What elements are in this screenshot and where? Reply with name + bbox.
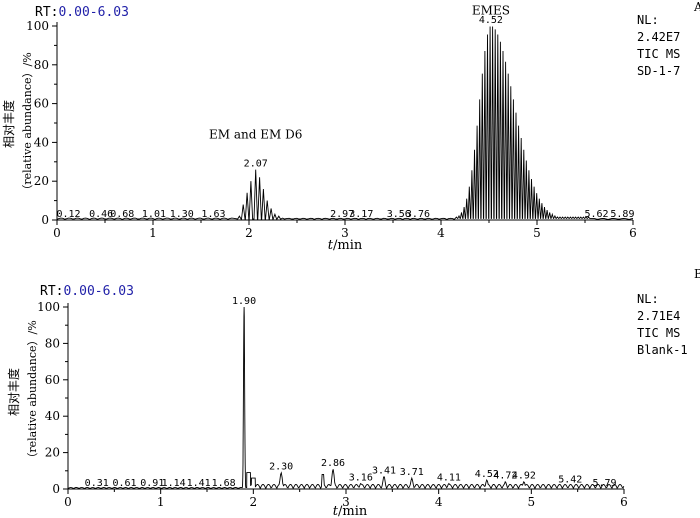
panel-b-y-tick-label: 0 [52,482,60,496]
panel-b-ylabel-line1: 相对丰度 [6,368,21,416]
panel-b-baseline-label: 1.14 [162,478,186,489]
panel-a-peak-label: 4.52 [479,15,503,26]
panel-a-xlabel-unit: /min [333,238,363,253]
panel-b-peak-label: 4.72 [493,471,517,482]
panel-a-baseline-label: 2.97 [330,209,354,220]
panel-b-info-box: NL: 2.71E4 TIC MS Blank-1 [637,292,688,357]
panel-b-x-tick-label: 3 [342,495,350,509]
panel-a-baseline-label: 1.30 [170,209,194,220]
panel-b-rt-range: 0.00-6.03 [63,284,133,299]
panel-a-info-box: NL: 2.42E7 TIC MS SD-1-7 [637,13,680,78]
panel-b-info-value: 2.71E4 [637,309,680,323]
panel-b-x-tick-label: 2 [250,495,258,509]
panel-a-annotation: EMES [472,3,510,17]
panel-b-peak-label: 4.11 [437,473,461,484]
panel-a-baseline-label: 3.76 [406,209,430,220]
panel-a-y-tick-label: 20 [34,174,49,188]
panel-b-x-tick-label: 5 [528,495,536,509]
panel-b-x-tick-label: 0 [64,495,72,509]
panel-a-baseline-label: 0.68 [110,209,134,220]
panel-a-chart: A RT:0.00-6.03 NL: 2.42E7 TIC MS SD-1-7 … [1,0,700,253]
panel-b-peak-label: 3.71 [400,467,424,478]
panel-b-peak-label: 3.41 [372,465,396,476]
panel-b-x-tick-label: 6 [620,495,628,509]
panel-b-baseline-label: 0.91 [140,478,164,489]
panel-a-y-tick-label: 60 [34,97,49,111]
panel-a-info-sample: SD-1-7 [637,64,680,78]
panel-a-label: A [693,0,700,14]
panel-a-rt-range: 0.00-6.03 [58,5,128,20]
panel-b-chart: B RT:0.00-6.03 NL: 2.71E4 TIC MS Blank-1… [6,267,700,518]
panel-b-ylabel-line2: （relative abundance）/% [26,320,39,463]
panel-a-ylabel-line2: （relative abundance）/% [21,52,34,195]
panel-a-x-tick-label: 1 [149,226,157,240]
panel-a-baseline-label: 5.89 [610,209,634,220]
panel-a-baseline-label: 0.46 [89,209,113,220]
panel-b-peak-label: 3.16 [349,473,373,484]
panel-a-info-nl: NL: [637,13,659,27]
panel-a-peak-label: 2.07 [244,159,268,170]
panel-a-baseline-label: 3.17 [349,209,373,220]
panel-a-tic-trace [56,26,634,221]
panel-b-x-tick-label: 4 [435,495,443,509]
panel-b-info-sample: Blank-1 [637,343,688,357]
panel-a-baseline-label: 1.63 [201,209,225,220]
panel-b-y-tick-label: 80 [45,336,60,350]
panel-b-info-mode: TIC MS [637,326,680,340]
panel-b-peak-label: 1.90 [232,296,256,307]
panel-a-rt-label: RT:0.00-6.03 [35,5,129,20]
panel-b-baseline-label: 0.61 [112,478,136,489]
panel-a-x-tick-label: 5 [533,226,541,240]
panel-a-x-tick-label: 2 [245,226,253,240]
panel-b-y-tick-label: 100 [37,300,60,314]
panel-a-x-tick-label: 0 [53,226,61,240]
panel-b-xlabel-italic: t [333,504,339,518]
panel-a-info-mode: TIC MS [637,47,680,61]
panel-b-baseline-label: 0.31 [85,478,109,489]
panel-b-y-tick-label: 60 [45,373,60,387]
panel-a-y-tick-label: 80 [34,58,49,72]
panel-a-y-axis-label: 相对丰度 （relative abundance）/% [1,52,34,195]
panel-a-baseline-label: 1.01 [142,209,166,220]
panel-b-peak-label: 2.86 [321,458,345,469]
panel-b-baseline-label: 1.41 [187,478,211,489]
panel-a-baseline-label: 5.62 [584,209,608,220]
panel-a-y-tick-label: 40 [34,135,49,149]
panel-b-baseline-label: 1.68 [212,478,236,489]
panel-b-xlabel-unit: /min [338,504,368,518]
panel-a-x-axis-label: t/min [328,238,363,253]
panel-b-peak-label: 4.92 [512,471,536,482]
panel-b-y-tick-label: 40 [45,409,60,423]
panel-a-annotation: EM and EM D6 [209,128,302,142]
panel-a-y-tick-label: 100 [26,19,49,33]
panel-a-baseline-label: 3.56 [387,209,411,220]
panel-b-rt-prefix: RT: [40,284,63,299]
panel-b-x-tick-label: 1 [157,495,165,509]
panel-b-y-tick-label: 20 [45,446,60,460]
panel-a-x-tick-label: 4 [437,226,445,240]
panel-a-ylabel-line1: 相对丰度 [1,100,16,148]
panel-a-x-tick-label: 6 [629,226,637,240]
panel-b-y-axis-label: 相对丰度 （relative abundance）/% [6,320,39,463]
panel-a-baseline-label: 0.12 [56,209,80,220]
panel-a-rt-prefix: RT: [35,5,58,20]
panel-b-x-axis-label: t/min [333,504,368,518]
panel-a-xlabel-italic: t [328,238,334,253]
panel-b-info-nl: NL: [637,292,659,306]
panel-b-peak-label: 5.42 [558,474,582,485]
panel-a-info-value: 2.42E7 [637,30,680,44]
panel-b-rt-label: RT:0.00-6.03 [40,284,134,299]
panel-b-peak-label: 2.30 [269,462,293,473]
panel-a-x-tick-label: 3 [341,226,349,240]
panel-b-label: B [694,267,700,281]
panel-b-baseline-label: 5.79 [592,478,616,489]
panel-b-tic-trace [67,306,625,490]
panel-a-y-tick-label: 0 [41,213,49,227]
panel-b-peak-label: 4.52 [475,469,499,480]
